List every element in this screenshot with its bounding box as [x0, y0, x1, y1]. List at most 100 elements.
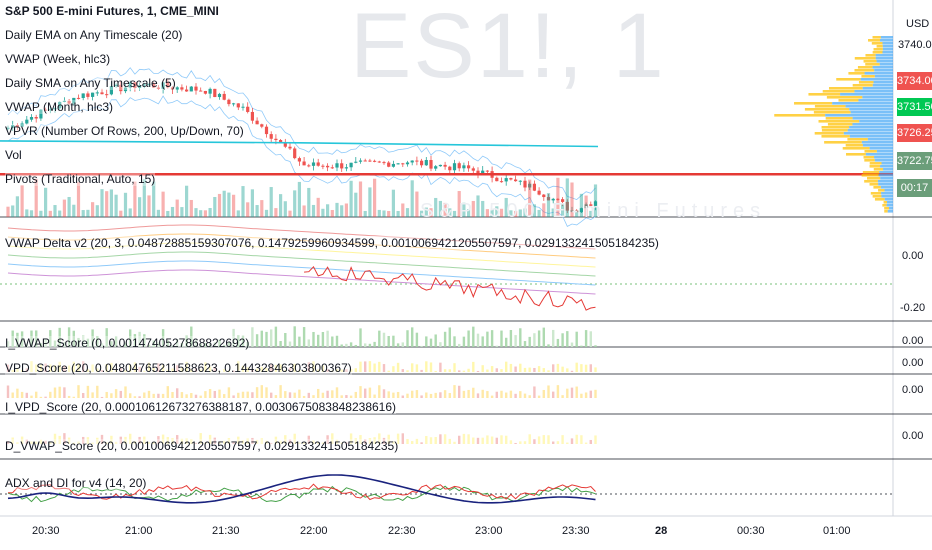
symbol-title[interactable]: S&P 500 E-mini Futures, 1, CME_MINI [5, 4, 219, 18]
vpvr-up-bar [877, 180, 893, 183]
indicator-label-vwap-month[interactable]: VWAP (Month, hlc3) [5, 100, 114, 114]
d-vwap-score-bar [307, 435, 310, 444]
i-vpd-score-bar [448, 393, 451, 398]
volume-bar [584, 195, 588, 217]
vwap-week-upper-band [7, 67, 596, 201]
vpvr-down-bar [883, 201, 888, 204]
vpvr-up-bar [850, 111, 893, 114]
indicator-label-pivots[interactable]: Pivots (Traditional, Auto, 15) [5, 172, 156, 186]
i-vwap-score-bar [129, 329, 132, 347]
d-vwap-score-bar [86, 437, 90, 444]
indicator-label-volume[interactable]: Vol [5, 148, 22, 162]
i-vpd-score-bar [411, 390, 414, 398]
volume-bar [175, 199, 179, 217]
time-label: 23:30 [562, 525, 590, 537]
i-vwap-score-bar [411, 327, 414, 347]
time-label: 22:30 [388, 525, 416, 537]
volume-bar [485, 209, 489, 217]
delta-band-line [7, 269, 596, 295]
currency-label[interactable]: USD [906, 18, 930, 30]
vpvr-up-bar [873, 81, 893, 84]
i-vwap-score-bar [364, 343, 367, 347]
d-vwap-score-bar [373, 437, 376, 444]
candle-body [340, 163, 344, 169]
d-vwap-score-bar [387, 434, 390, 444]
indicator-label-daily-ema[interactable]: Daily EMA on Any Timescale (20) [5, 28, 183, 42]
vpd-score-bar [331, 370, 334, 372]
d-vwap-score-bar [462, 433, 466, 444]
volume-bar [302, 205, 306, 217]
pane-label-vwap-delta[interactable]: VWAP Delta v2 (20, 3, 0.0487288515930707… [5, 236, 659, 250]
d-vwap-score-bar [100, 434, 104, 444]
vpvr-down-bar [822, 90, 855, 93]
i-vwap-score-bar [39, 343, 43, 347]
i-vwap-score-bar [58, 327, 61, 347]
candle-body [499, 181, 504, 183]
vpd-score-bar [119, 367, 122, 372]
pane-label-i-vwap-score[interactable]: I_VWAP_Score (0, 0.0014740527868822692) [5, 336, 250, 350]
countdown-tag: 00:17 [897, 179, 932, 197]
volume-bar [579, 193, 583, 217]
i-vpd-score-bar [96, 385, 99, 398]
d-vwap-score-bar [349, 433, 353, 444]
pane-label-i-vpd-score[interactable]: I_VPD_Score (20, 0.00010612673276388187,… [5, 400, 397, 414]
vpvr-down-bar [821, 126, 850, 129]
i-vpd-score-bar [147, 390, 151, 398]
d-vwap-score-bar [143, 436, 146, 444]
i-vwap-score-bar [67, 327, 71, 347]
vpvr-down-bar [826, 96, 863, 99]
indicator-label-daily-sma[interactable]: Daily SMA on Any Timescale (5) [5, 76, 176, 90]
d-vwap-score-bar [138, 436, 141, 444]
vpvr-down-bar [865, 63, 880, 66]
vpd-score-bar [321, 365, 325, 372]
vpvr-up-bar [872, 66, 893, 69]
vpvr-up-bar [881, 195, 893, 198]
pane-label-adx[interactable]: ADX and DI for v4 (14, 20) [5, 476, 147, 490]
pane-label-d-vwap-score[interactable]: D_VWAP_Score (20, 0.0010069421205507597,… [5, 439, 399, 453]
vpvr-up-bar [882, 42, 893, 45]
i-vwap-score-bar [575, 331, 578, 347]
candle-body [180, 87, 184, 90]
i-vwap-score-bar [589, 331, 592, 347]
pane1-axis-neg: -0.20 [900, 302, 926, 314]
volume-bar [311, 204, 316, 217]
d-vwap-score-bar [67, 437, 71, 444]
vpd-score-bar [406, 370, 409, 372]
i-vwap-score-bar [584, 330, 588, 347]
i-vwap-score-bar [251, 327, 254, 347]
vpvr-down-bar [873, 186, 881, 189]
i-vwap-score-bar [547, 344, 550, 347]
d-vwap-score-bar [537, 436, 541, 444]
vpvr-down-bar [873, 48, 883, 51]
i-vpd-score-bar [20, 391, 24, 398]
indicator-label-vpvr[interactable]: VPVR (Number Of Rows, 200, Up/Down, 70) [5, 124, 244, 138]
candle-body [156, 87, 160, 89]
candle-body [523, 180, 527, 188]
i-vpd-score-bar [443, 390, 447, 398]
vpd-score-bar [67, 365, 71, 372]
vpd-score-bar [354, 368, 357, 372]
i-vpd-score-bar [509, 390, 513, 398]
vpvr-down-bar [869, 165, 881, 168]
volume-bar [250, 189, 254, 217]
i-vwap-score-bar [185, 335, 188, 347]
i-vwap-score-bar [368, 343, 372, 347]
candle-body [250, 111, 254, 121]
volume-bar [62, 199, 66, 217]
vpd-score-bar [232, 370, 235, 372]
indicator-label-vwap-week[interactable]: VWAP (Week, hlc3) [5, 52, 111, 66]
volume-bar [39, 210, 43, 217]
vpd-score-bar [448, 369, 451, 372]
pane-label-vpd-score[interactable]: VPD_Score (20, 0.04804765211588623, 0.14… [5, 361, 352, 375]
vpd-score-bar [288, 367, 292, 372]
vpd-score-bar [552, 364, 555, 372]
d-vwap-score-bar [171, 438, 174, 444]
volume-bar [504, 197, 508, 217]
vpd-score-bar [584, 364, 588, 372]
volume-bar [274, 208, 278, 217]
d-vwap-score-bar [476, 437, 480, 444]
i-vpd-score-bar [396, 391, 400, 398]
d-vwap-score-bar [420, 442, 423, 444]
candle-body [537, 190, 541, 195]
